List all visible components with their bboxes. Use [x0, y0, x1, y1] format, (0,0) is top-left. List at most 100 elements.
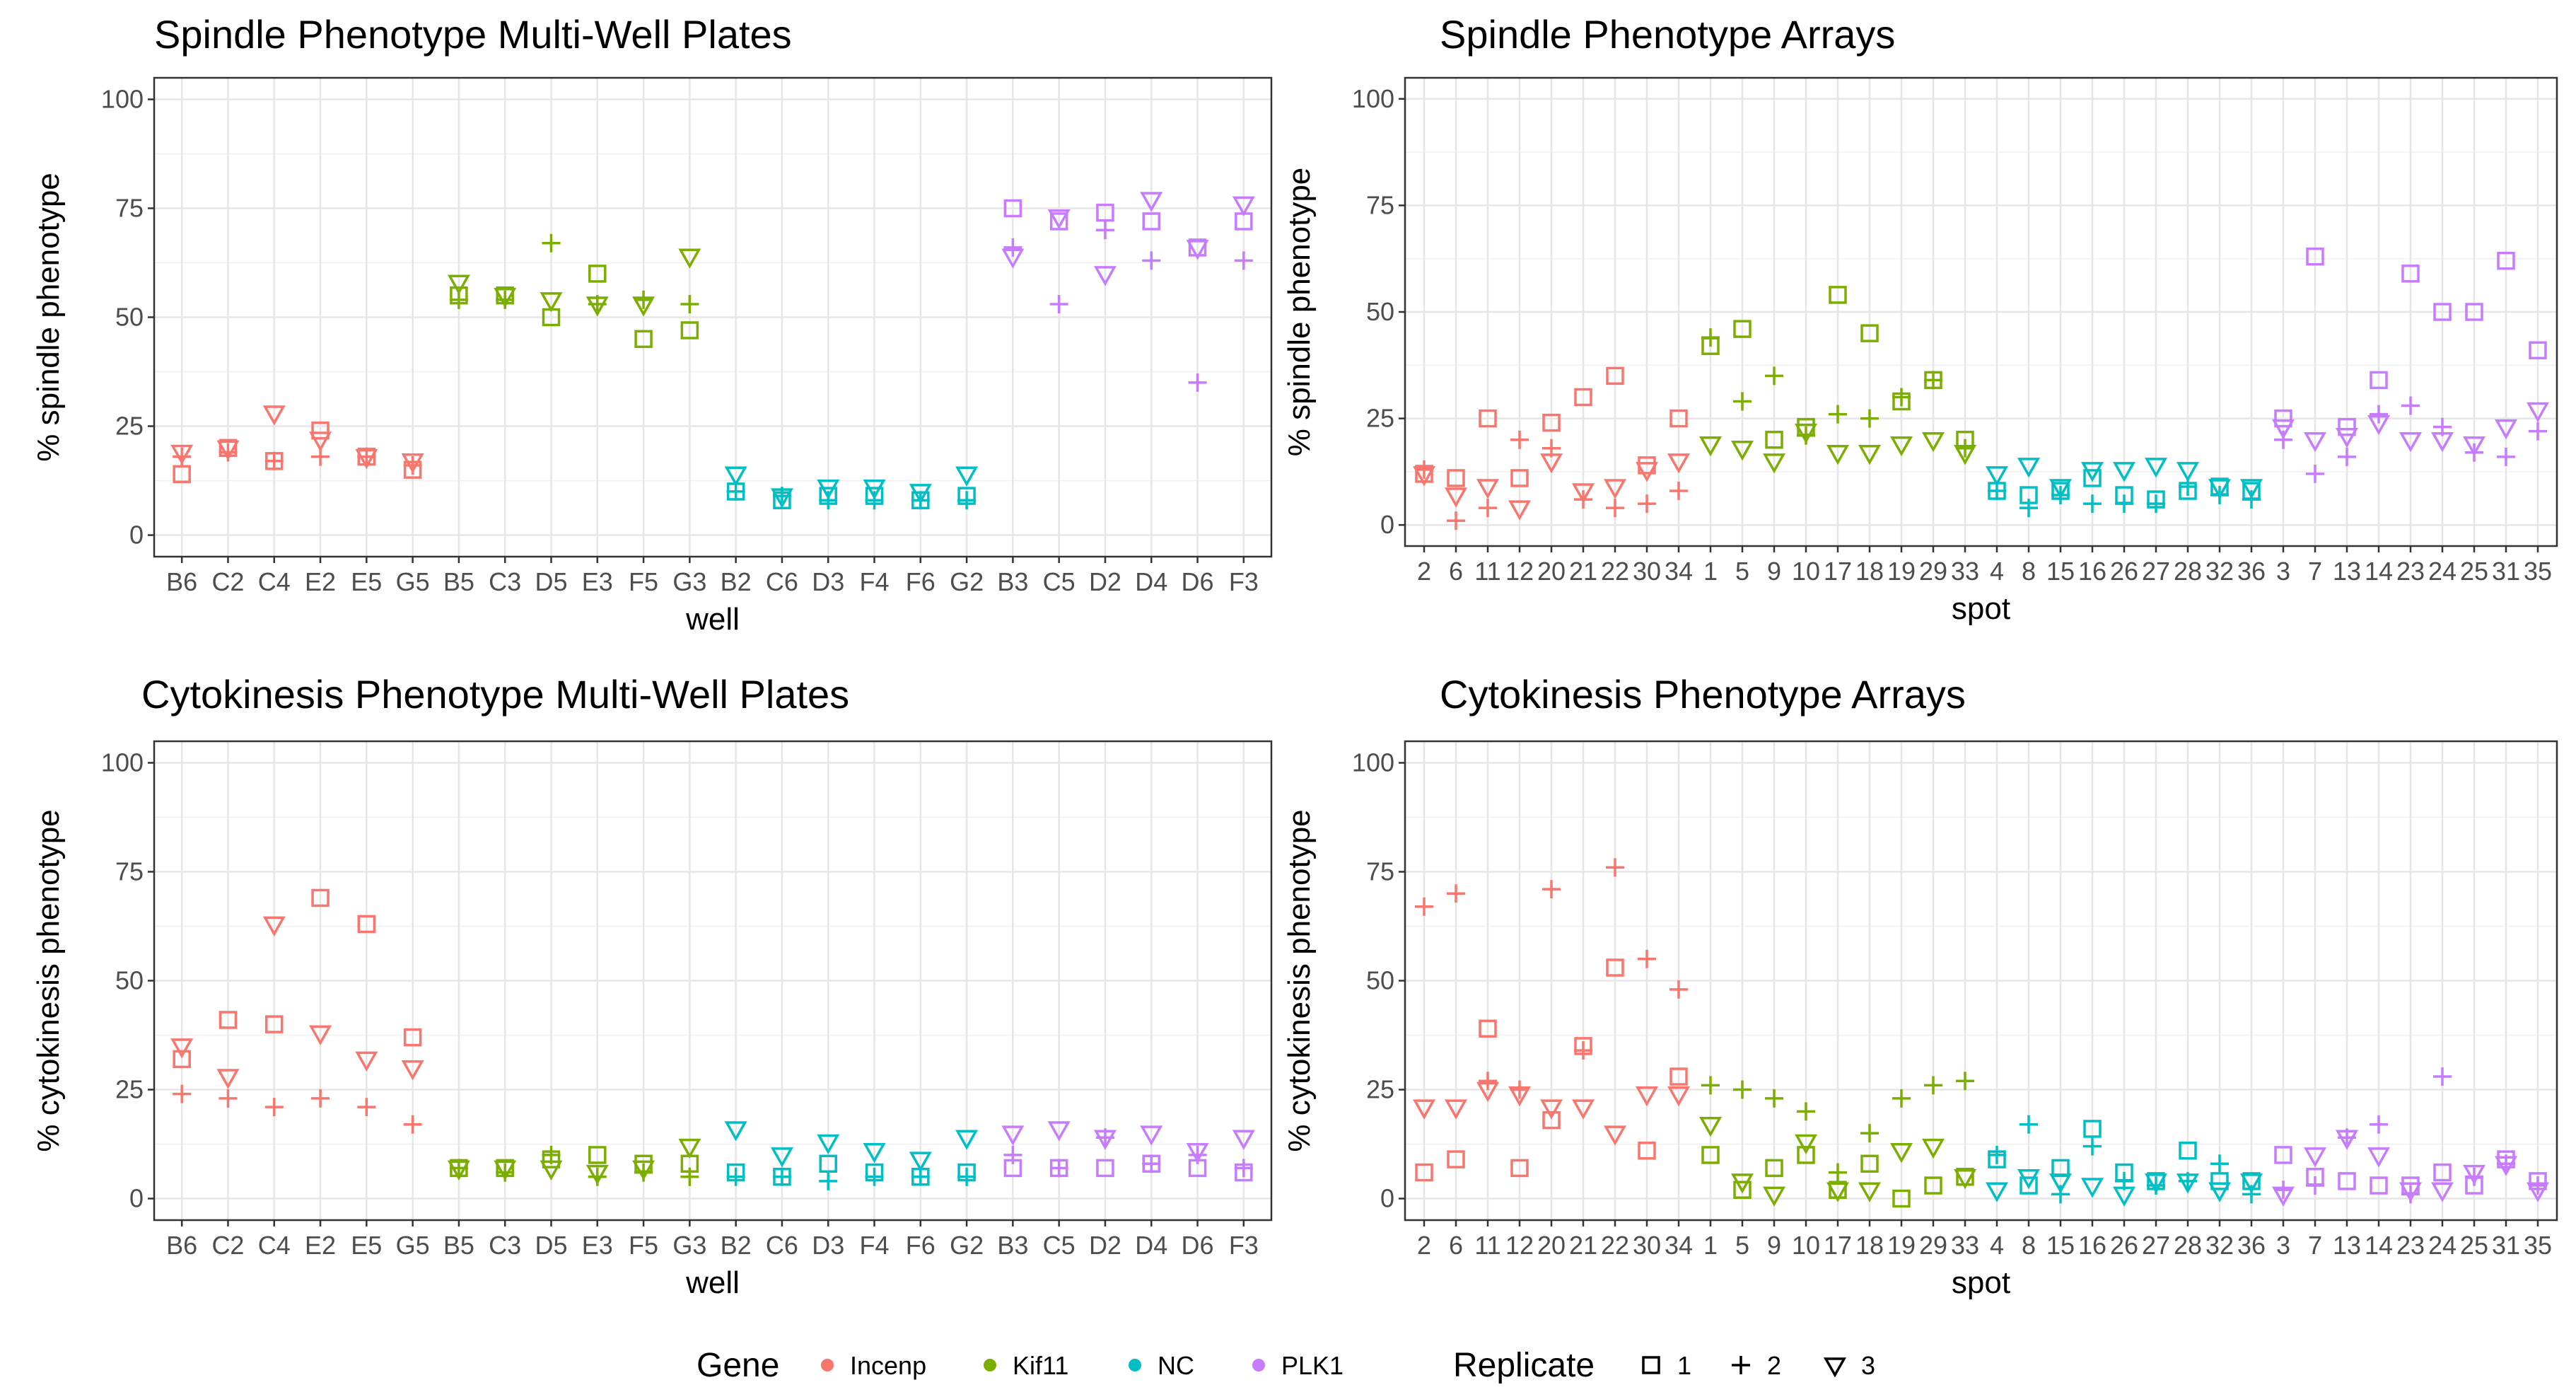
- x-tick-label: 5: [1735, 1231, 1749, 1260]
- data-point-rep3-12: [1508, 500, 1531, 521]
- data-point-rep1-29: [1924, 1176, 1942, 1195]
- data-point-rep2-B2: [726, 1167, 745, 1186]
- data-point-rep3-16: [2081, 1178, 2104, 1198]
- data-point-rep1-18: [1860, 1154, 1879, 1173]
- data-point-rep3-C2: [216, 1069, 240, 1089]
- data-point-rep3-F6: [909, 1152, 932, 1172]
- x-tick-label: C3: [489, 567, 521, 596]
- x-tick-label: G2: [950, 1231, 984, 1260]
- data-point-rep3-15: [2049, 1173, 2072, 1194]
- y-tick-label: 100: [101, 84, 144, 113]
- x-tick-label: 5: [1735, 557, 1749, 586]
- data-point-rep3-G2: [955, 466, 979, 487]
- y-tick-label: 75: [1366, 190, 1394, 219]
- data-point-rep3-22: [1604, 1125, 1626, 1146]
- data-point-rep2-D2: [1095, 221, 1114, 240]
- data-point-rep3-C4: [262, 916, 286, 936]
- x-tick-label: 26: [2110, 1231, 2138, 1260]
- data-point-rep3-19: [1890, 436, 1913, 457]
- data-point-rep3-F5: [632, 1160, 655, 1181]
- data-point-rep1-11: [1479, 409, 1497, 428]
- data-point-rep2-E5: [357, 1098, 376, 1117]
- data-point-rep2-18: [1860, 409, 1879, 428]
- x-tick-label: E2: [305, 567, 336, 596]
- data-point-rep2-7: [2306, 464, 2324, 483]
- data-point-rep2-E2: [311, 1089, 330, 1108]
- data-point-rep3-25: [2463, 436, 2485, 457]
- data-point-rep3-8: [2017, 1168, 2040, 1190]
- x-tick-label: B2: [721, 1231, 752, 1260]
- data-point-rep3-11: [1476, 1081, 1499, 1103]
- data-point-rep3-C4: [262, 405, 286, 426]
- x-tick-label: 27: [2142, 1231, 2170, 1260]
- data-point-rep3-D6: [1186, 1143, 1209, 1164]
- data-point-rep2-C2: [218, 1089, 238, 1108]
- data-point-rep3-2: [1413, 1099, 1435, 1120]
- data-point-rep3-7: [2304, 1147, 2326, 1168]
- data-point-rep1-C4: [265, 1015, 284, 1033]
- plot-border: [153, 76, 1273, 558]
- data-point-rep3-D5: [540, 292, 563, 313]
- data-point-rep2-F3: [1234, 251, 1253, 270]
- x-tick-label: 2: [1417, 1231, 1431, 1260]
- x-tick-label: D4: [1135, 1231, 1167, 1260]
- data-point-rep3-27: [2145, 458, 2167, 478]
- data-point-rep1-13: [2338, 417, 2356, 436]
- data-point-rep2-9: [1765, 366, 1783, 385]
- data-point-rep2-F4: [865, 1167, 884, 1186]
- data-point-rep3-32: [2208, 479, 2231, 499]
- data-point-rep2-36: [2242, 490, 2261, 509]
- data-point-rep1-5: [1733, 1181, 1752, 1199]
- data-point-rep3-B3: [1001, 1125, 1025, 1146]
- data-point-rep3-C6: [770, 488, 793, 509]
- data-point-rep2-10: [1797, 1102, 1815, 1121]
- data-point-rep1-9: [1765, 430, 1783, 449]
- data-point-rep2-D5: [542, 233, 561, 253]
- y-tick-label: 0: [129, 1184, 144, 1213]
- x-tick-label: 19: [1887, 557, 1916, 586]
- data-point-rep2-32: [2210, 1154, 2229, 1173]
- chart-title: Spindle Phenotype Arrays: [1440, 12, 1895, 57]
- legend-label-replicate: 1: [1677, 1351, 1691, 1380]
- x-tick-label: 2: [1417, 557, 1431, 586]
- data-point-rep3-24: [2431, 431, 2454, 453]
- data-point-rep1-28: [2179, 1142, 2197, 1160]
- data-point-rep3-18: [1858, 445, 1881, 465]
- data-point-rep1-34: [1669, 1067, 1688, 1086]
- data-point-rep3-5: [1731, 441, 1754, 461]
- x-tick-label: 28: [2174, 1231, 2202, 1260]
- data-point-rep2-F4: [865, 491, 884, 510]
- legend-title-gene: Gene: [697, 1347, 779, 1384]
- y-tick-label: 25: [1366, 1075, 1394, 1104]
- data-point-rep3-B5: [447, 274, 470, 295]
- data-point-rep3-C5: [1047, 1121, 1071, 1142]
- data-point-rep3-G5: [401, 1060, 424, 1081]
- data-point-rep1-32: [2210, 1172, 2229, 1190]
- x-tick-label: 10: [1792, 1231, 1820, 1260]
- x-tick-label: D6: [1182, 1231, 1214, 1260]
- data-point-rep3-34: [1667, 1086, 1690, 1107]
- data-point-rep3-28: [2176, 1173, 2199, 1194]
- data-point-rep2-7: [2306, 1176, 2324, 1195]
- x-tick-label: 30: [1633, 1231, 1661, 1260]
- data-point-rep3-30: [1636, 462, 1658, 482]
- x-tick-label: 31: [2492, 1231, 2520, 1260]
- data-point-rep3-D3: [817, 480, 840, 500]
- data-point-rep2-34: [1669, 980, 1688, 999]
- x-tick-label: G3: [672, 567, 706, 596]
- x-tick-label: 20: [1537, 557, 1566, 586]
- data-point-rep1-6: [1447, 469, 1465, 487]
- y-tick-label: 100: [1352, 84, 1394, 113]
- data-point-rep3-31: [2495, 419, 2517, 440]
- x-tick-label: 9: [1767, 557, 1781, 586]
- data-point-rep3-36: [2240, 479, 2263, 499]
- x-tick-label: E3: [582, 1231, 613, 1260]
- data-point-rep3-35: [2527, 1182, 2549, 1202]
- x-tick-label: 33: [1951, 557, 1979, 586]
- data-point-rep2-12: [1510, 430, 1529, 449]
- data-point-rep3-29: [1922, 431, 1945, 453]
- legend-label-replicate: 2: [1767, 1351, 1781, 1380]
- data-point-rep3-G3: [678, 248, 701, 269]
- x-tick-label: D3: [812, 567, 844, 596]
- data-point-rep2-23: [2401, 396, 2420, 415]
